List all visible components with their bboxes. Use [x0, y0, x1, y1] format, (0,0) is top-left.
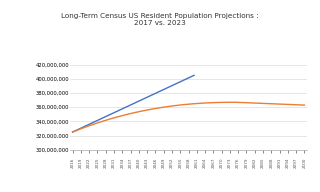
2017 Forecast [115, 110, 119, 113]
2017 Forecast [189, 75, 193, 78]
2017 Forecast [118, 109, 122, 111]
2017 Forecast [126, 105, 130, 107]
2017 Forecast [74, 130, 77, 132]
2017 Forecast [167, 86, 171, 88]
Line: 2017 Forecast: 2017 Forecast [73, 75, 194, 132]
2017 Forecast [96, 119, 100, 122]
2017 Forecast [93, 121, 97, 123]
2017 Forecast [87, 123, 91, 125]
Text: Long-Term Census US Resident Population Projections :
2017 vs. 2023: Long-Term Census US Resident Population … [61, 13, 259, 26]
2017 Forecast [71, 131, 75, 133]
2017 Forecast [164, 87, 168, 89]
2023 Forecast [109, 118, 113, 120]
2017 Forecast [142, 97, 146, 100]
2017 Forecast [151, 94, 155, 96]
2023 Forecast [151, 108, 155, 110]
2017 Forecast [173, 83, 177, 85]
2017 Forecast [154, 92, 157, 94]
2017 Forecast [134, 101, 138, 103]
2017 Forecast [162, 88, 166, 91]
Line: 2023 Forecast: 2023 Forecast [73, 102, 304, 132]
2017 Forecast [82, 126, 85, 128]
2017 Forecast [159, 90, 163, 92]
2017 Forecast [120, 108, 124, 110]
2023 Forecast [292, 103, 295, 106]
2023 Forecast [142, 109, 146, 112]
2017 Forecast [170, 84, 174, 87]
2017 Forecast [129, 104, 132, 106]
2017 Forecast [181, 79, 185, 82]
2017 Forecast [192, 74, 196, 76]
2017 Forecast [137, 100, 141, 102]
2017 Forecast [176, 82, 180, 84]
2017 Forecast [123, 106, 127, 109]
2017 Forecast [145, 96, 149, 98]
2023 Forecast [187, 103, 190, 105]
2017 Forecast [184, 78, 188, 80]
2017 Forecast [156, 91, 160, 93]
2023 Forecast [234, 101, 237, 103]
2017 Forecast [107, 114, 110, 116]
2017 Forecast [79, 127, 83, 129]
2017 Forecast [104, 115, 108, 118]
2017 Forecast [140, 99, 144, 101]
2017 Forecast [178, 81, 182, 83]
2017 Forecast [84, 124, 88, 127]
2017 Forecast [98, 118, 102, 120]
2017 Forecast [132, 103, 135, 105]
2023 Forecast [71, 131, 75, 133]
2017 Forecast [76, 128, 80, 131]
2017 Forecast [101, 117, 105, 119]
2017 Forecast [109, 113, 113, 115]
2017 Forecast [112, 112, 116, 114]
2017 Forecast [148, 95, 152, 97]
2023 Forecast [140, 110, 144, 112]
2017 Forecast [90, 122, 94, 124]
2023 Forecast [302, 104, 306, 106]
2017 Forecast [187, 77, 190, 79]
